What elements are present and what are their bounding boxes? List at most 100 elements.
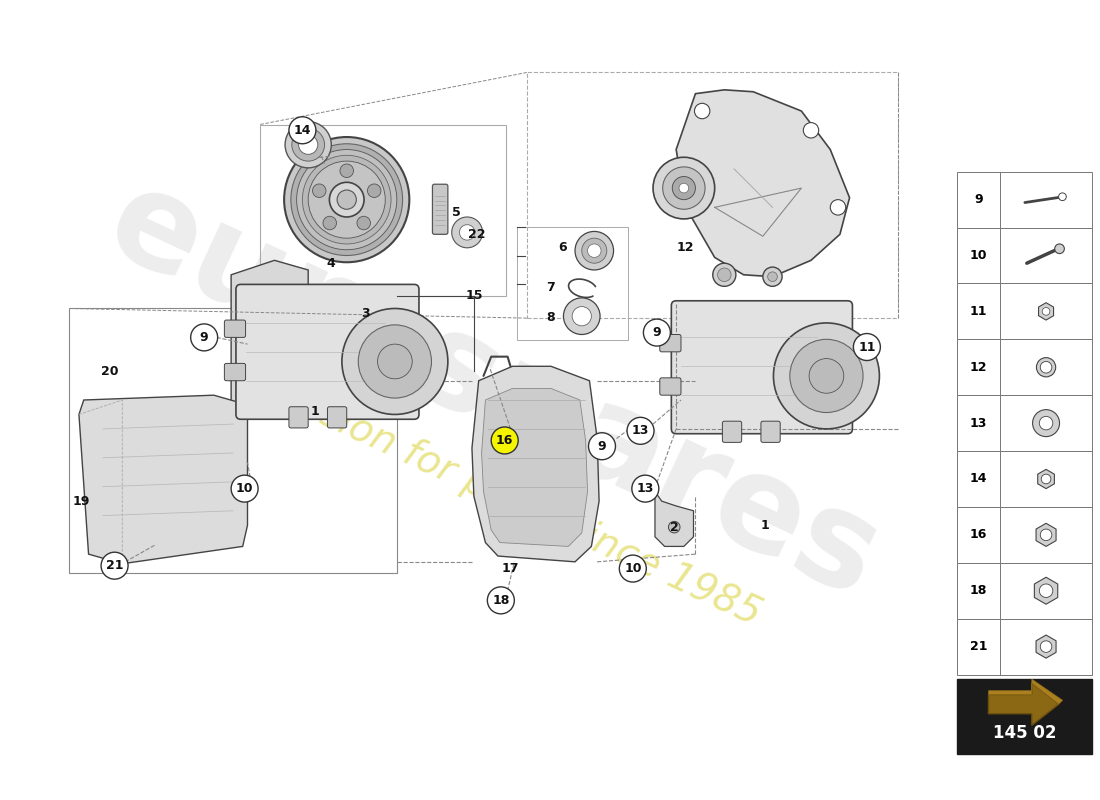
Text: 13: 13 bbox=[631, 424, 649, 438]
Bar bbox=[527, 73, 898, 318]
Text: 145 02: 145 02 bbox=[993, 724, 1057, 742]
Circle shape bbox=[492, 427, 518, 454]
Circle shape bbox=[302, 155, 390, 244]
Circle shape bbox=[582, 238, 607, 263]
Text: 22: 22 bbox=[468, 228, 485, 241]
Circle shape bbox=[631, 475, 659, 502]
Text: 11: 11 bbox=[858, 341, 876, 354]
Polygon shape bbox=[1036, 523, 1056, 546]
Text: 6: 6 bbox=[558, 242, 566, 254]
FancyBboxPatch shape bbox=[289, 406, 308, 428]
FancyBboxPatch shape bbox=[432, 184, 448, 234]
Text: 14: 14 bbox=[970, 473, 988, 486]
Circle shape bbox=[285, 122, 331, 168]
Circle shape bbox=[452, 217, 483, 248]
Text: 11: 11 bbox=[970, 305, 988, 318]
Bar bbox=[260, 125, 506, 296]
Text: 16: 16 bbox=[970, 528, 988, 542]
Circle shape bbox=[367, 184, 381, 198]
Circle shape bbox=[662, 167, 705, 210]
Text: 2: 2 bbox=[670, 521, 679, 534]
Circle shape bbox=[672, 177, 695, 200]
Text: 9: 9 bbox=[975, 193, 983, 206]
Circle shape bbox=[619, 555, 647, 582]
Text: 17: 17 bbox=[502, 562, 519, 575]
Circle shape bbox=[231, 475, 258, 502]
Circle shape bbox=[713, 263, 736, 286]
Polygon shape bbox=[79, 395, 248, 564]
Polygon shape bbox=[231, 260, 308, 405]
Text: 9: 9 bbox=[597, 440, 606, 453]
Text: 13: 13 bbox=[970, 417, 988, 430]
Polygon shape bbox=[1036, 635, 1056, 658]
Circle shape bbox=[358, 216, 371, 230]
Circle shape bbox=[1041, 641, 1052, 652]
Circle shape bbox=[627, 418, 654, 444]
Circle shape bbox=[1041, 529, 1052, 541]
FancyBboxPatch shape bbox=[235, 285, 419, 419]
Circle shape bbox=[289, 117, 316, 144]
Circle shape bbox=[694, 103, 710, 118]
Text: 9: 9 bbox=[200, 331, 209, 344]
Text: 19: 19 bbox=[73, 494, 89, 508]
Circle shape bbox=[810, 358, 844, 394]
Circle shape bbox=[101, 552, 128, 579]
Circle shape bbox=[669, 522, 680, 533]
Bar bbox=[69, 309, 397, 574]
Bar bbox=[957, 618, 1092, 674]
FancyBboxPatch shape bbox=[761, 421, 780, 442]
Polygon shape bbox=[989, 679, 1063, 704]
Text: 4: 4 bbox=[327, 257, 336, 270]
Text: 13: 13 bbox=[637, 482, 654, 495]
Bar bbox=[957, 172, 1092, 227]
Text: 3: 3 bbox=[362, 307, 371, 320]
Text: eurospares: eurospares bbox=[88, 157, 899, 624]
Circle shape bbox=[644, 319, 670, 346]
Circle shape bbox=[487, 587, 515, 614]
FancyBboxPatch shape bbox=[660, 334, 681, 352]
Polygon shape bbox=[482, 389, 587, 546]
Circle shape bbox=[1055, 244, 1065, 254]
Circle shape bbox=[1058, 193, 1066, 201]
Circle shape bbox=[284, 137, 409, 262]
Circle shape bbox=[572, 306, 592, 326]
Text: a passion for parts since 1985: a passion for parts since 1985 bbox=[219, 350, 767, 633]
Circle shape bbox=[323, 216, 337, 230]
Circle shape bbox=[679, 183, 689, 193]
Text: 12: 12 bbox=[970, 361, 988, 374]
Circle shape bbox=[1033, 410, 1059, 437]
FancyBboxPatch shape bbox=[660, 378, 681, 395]
Bar bbox=[957, 227, 1092, 283]
Bar bbox=[957, 395, 1092, 451]
Text: 10: 10 bbox=[624, 562, 641, 575]
Circle shape bbox=[190, 324, 218, 351]
FancyBboxPatch shape bbox=[224, 320, 245, 338]
Circle shape bbox=[803, 122, 818, 138]
Polygon shape bbox=[1034, 578, 1058, 604]
FancyBboxPatch shape bbox=[328, 406, 346, 428]
Circle shape bbox=[773, 323, 879, 429]
Polygon shape bbox=[1037, 470, 1055, 489]
FancyBboxPatch shape bbox=[723, 421, 741, 442]
Circle shape bbox=[854, 334, 880, 361]
Circle shape bbox=[588, 433, 616, 460]
Text: 21: 21 bbox=[970, 640, 988, 653]
Bar bbox=[957, 562, 1092, 618]
Text: 8: 8 bbox=[547, 310, 556, 324]
Circle shape bbox=[575, 231, 614, 270]
Text: 10: 10 bbox=[970, 249, 988, 262]
Bar bbox=[517, 226, 628, 340]
Circle shape bbox=[342, 309, 448, 414]
Polygon shape bbox=[989, 683, 1059, 726]
Text: 18: 18 bbox=[492, 594, 509, 607]
Bar bbox=[957, 679, 1092, 754]
Bar bbox=[957, 451, 1092, 507]
Circle shape bbox=[1041, 362, 1052, 373]
Circle shape bbox=[1040, 584, 1053, 598]
Circle shape bbox=[292, 128, 324, 161]
FancyBboxPatch shape bbox=[224, 363, 245, 381]
Circle shape bbox=[329, 182, 364, 217]
Text: 14: 14 bbox=[294, 124, 311, 137]
Circle shape bbox=[308, 161, 385, 238]
Bar bbox=[957, 339, 1092, 395]
